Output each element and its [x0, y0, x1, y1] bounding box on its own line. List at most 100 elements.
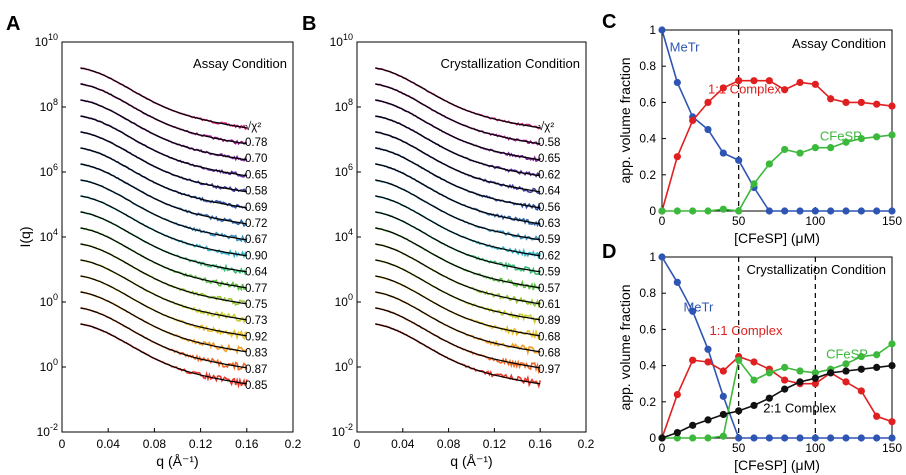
y-tick-label: 1010 — [330, 32, 353, 49]
x-tick-label: 0 — [659, 214, 666, 228]
y-tick-label: 106 — [335, 162, 353, 179]
data-point — [735, 356, 743, 364]
chi-value: 0.58 — [245, 186, 267, 198]
panel-letter: C — [602, 11, 616, 33]
chi-value: 0.64 — [245, 267, 268, 279]
data-curve — [80, 227, 248, 292]
chi-value: 0.63 — [538, 218, 560, 230]
chi-value: 0.65 — [538, 153, 560, 165]
data-point — [750, 358, 758, 366]
data-curve — [375, 211, 541, 276]
y-tick-label: 0.6 — [639, 95, 656, 109]
data-point — [873, 100, 881, 108]
x-tick-label: 0.16 — [529, 437, 553, 451]
data-point — [781, 434, 789, 442]
data-point — [781, 86, 789, 94]
data-point — [857, 135, 865, 143]
data-point — [689, 207, 697, 215]
fit-curve — [80, 227, 247, 289]
fit-curve — [375, 243, 541, 305]
x-tick-label: 0.08 — [143, 437, 167, 451]
data-point — [888, 362, 896, 370]
fit-curve — [80, 115, 247, 177]
x-tick-label: 0.12 — [483, 437, 507, 451]
chi-value: 0.69 — [245, 202, 267, 214]
data-point — [765, 207, 773, 215]
panel-title: Assay Condition — [792, 36, 886, 51]
data-point — [719, 432, 727, 440]
data-point — [888, 418, 896, 426]
data-point — [765, 434, 773, 442]
series-line — [661, 79, 893, 212]
chi-value: 0.73 — [245, 315, 267, 327]
data-point — [704, 125, 712, 134]
data-curve — [80, 179, 248, 244]
chi-value: 0.83 — [245, 348, 267, 360]
series-label: MeTr — [683, 299, 714, 314]
chi-value: 0.78 — [245, 137, 267, 149]
x-tick-label: 50 — [732, 214, 746, 228]
data-point — [658, 26, 666, 34]
data-point — [673, 428, 681, 437]
data-point — [888, 207, 896, 215]
y-tick-label: 108 — [335, 97, 353, 114]
data-point — [673, 153, 681, 161]
y-tick-label: 0.6 — [639, 322, 656, 336]
fit-curve — [80, 243, 247, 305]
data-point — [689, 434, 697, 442]
data-curve — [374, 99, 541, 163]
data-curve — [375, 162, 541, 228]
panel-letter: B — [302, 13, 316, 35]
chi-value: 0.68 — [538, 348, 560, 360]
panel-letter: D — [602, 241, 616, 263]
fit-curve — [375, 307, 541, 369]
fit-curve — [80, 195, 247, 257]
fit-curve — [375, 227, 541, 289]
fraction-panel-c: C 0 50 100 150 0 0.2 0.4 0.6 0.8 1 MeTr 1:1 Complex C… — [602, 11, 902, 246]
data-point — [719, 205, 727, 213]
data-point — [842, 207, 850, 215]
fit-curve — [80, 179, 247, 241]
chi-value: 0.77 — [245, 283, 267, 295]
data-point — [781, 376, 789, 384]
chi-label: √χ² — [538, 120, 554, 133]
fit-curve — [80, 163, 247, 225]
data-point — [811, 380, 819, 388]
data-curve — [375, 83, 541, 146]
fit-curve — [375, 179, 541, 241]
chi-value: 0.90 — [245, 250, 267, 262]
data-curve — [80, 82, 247, 146]
data-point — [658, 253, 666, 261]
data-point — [842, 434, 850, 442]
data-point — [658, 207, 666, 215]
data-point — [888, 131, 896, 139]
data-point — [781, 145, 789, 154]
data-point — [689, 421, 697, 429]
data-point — [719, 392, 727, 400]
data-point — [735, 434, 743, 442]
series-line — [662, 134, 893, 212]
fit-curve — [80, 99, 247, 161]
fit-curve — [80, 147, 247, 209]
y-tick-label: 1010 — [35, 32, 58, 49]
chi-value: 0.61 — [538, 299, 560, 311]
data-point — [689, 116, 697, 125]
y-tick-label: 100 — [40, 357, 58, 374]
data-point — [842, 378, 850, 386]
fit-curve — [80, 83, 247, 145]
fit-curve — [80, 291, 247, 353]
data-point — [811, 80, 819, 88]
fit-curve — [375, 163, 541, 225]
data-point — [796, 434, 804, 442]
data-point — [857, 352, 865, 361]
data-point — [704, 207, 712, 215]
y-tick-label: 0.8 — [639, 286, 656, 300]
y-tick-label: 100 — [335, 357, 353, 374]
chi-value: 0.62 — [538, 250, 560, 262]
data-curve — [80, 131, 248, 193]
fit-curve — [375, 323, 541, 385]
data-point — [857, 207, 865, 215]
data-point — [781, 385, 789, 393]
chi-value: 0.64 — [538, 186, 561, 198]
data-point — [704, 416, 712, 424]
